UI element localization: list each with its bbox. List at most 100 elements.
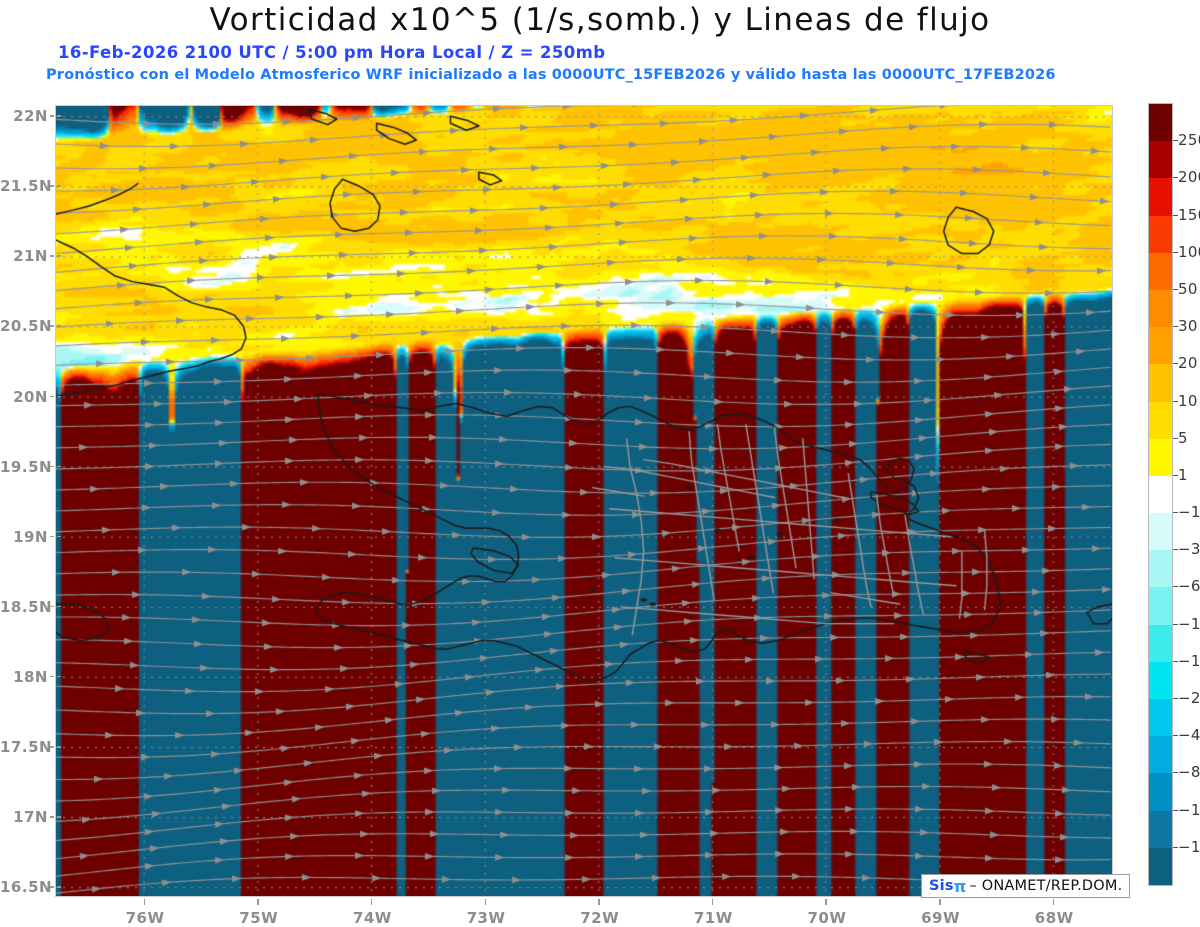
colorbar[interactable] xyxy=(1148,103,1173,886)
colorbar-tick-mark xyxy=(1173,177,1178,179)
page-title: Vorticidad x10^5 (1/s,somb.) y Lineas de… xyxy=(209,2,991,38)
longitude-tick-69W: 69W xyxy=(921,909,961,927)
colorbar-label-neg1: −1 xyxy=(1178,503,1200,522)
latitude-tick-19-5N: 19.5N xyxy=(0,457,53,476)
colorbar-tick-mark xyxy=(1173,140,1178,142)
colorbar-label-5: 5 xyxy=(1178,428,1188,447)
colorbar-cell-0 xyxy=(1149,104,1172,142)
colorbar-label-10: 10 xyxy=(1178,391,1198,410)
latitude-tick-mark xyxy=(50,395,54,398)
latitude-tick-mark xyxy=(50,816,54,818)
colorbar-cell-11 xyxy=(1149,513,1172,551)
latitude-tick-mark xyxy=(57,675,61,678)
latitude-tick-18-5N: 18.5N xyxy=(0,597,53,616)
colorbar-cell-17 xyxy=(1149,736,1172,774)
latitude-tick-mark xyxy=(57,886,61,888)
latitude-tick-18N: 18N xyxy=(13,667,48,686)
colorbar-cell-9 xyxy=(1149,438,1172,476)
longitude-tick-mark xyxy=(484,899,487,905)
colorbar-label-neg6: −6 xyxy=(1178,577,1200,596)
colorbar-cell-3 xyxy=(1149,215,1172,253)
colorbar-tick-mark xyxy=(1173,251,1178,253)
latitude-tick-16-5N: 16.5N xyxy=(0,878,53,897)
latitude-tick-mark xyxy=(50,465,54,468)
colorbar-label-200: 200 xyxy=(1178,168,1200,187)
latitude-tick-mark xyxy=(57,746,61,748)
longitude-tick-mark xyxy=(598,899,600,905)
colorbar-cell-20 xyxy=(1149,847,1172,885)
map-plot-area[interactable] xyxy=(55,105,1113,897)
colorbar-label-neg12: −12 xyxy=(1178,614,1200,633)
latitude-tick-mark xyxy=(57,465,61,468)
colorbar-label-50: 50 xyxy=(1178,279,1198,298)
brand-sis-text: Sis xyxy=(929,878,954,894)
colorbar-label-neg3: −3 xyxy=(1178,540,1200,559)
colorbar-cell-16 xyxy=(1149,699,1172,737)
colorbar-tick-mark xyxy=(1173,660,1178,662)
vorticity-streamline-canvas[interactable] xyxy=(55,105,1113,897)
colorbar-cell-10 xyxy=(1149,475,1172,514)
longitude-tick-mark xyxy=(370,899,373,905)
colorbar-tick-mark xyxy=(1173,846,1178,848)
colorbar-label-neg18: −18 xyxy=(1178,651,1200,670)
colorbar-cell-18 xyxy=(1149,773,1172,811)
latitude-tick-mark xyxy=(57,395,61,398)
latitude-tick-mark xyxy=(50,115,54,117)
longitude-tick-mark xyxy=(257,899,259,905)
colorbar-cell-14 xyxy=(1149,624,1172,662)
colorbar-tick-mark xyxy=(1173,809,1178,811)
colorbar-cell-7 xyxy=(1149,364,1172,402)
longitude-tick-mark xyxy=(825,899,827,905)
latitude-tick-17N: 17N xyxy=(13,808,48,827)
latitude-tick-mark xyxy=(50,675,54,678)
colorbar-label-neg120: −120 xyxy=(1178,800,1200,819)
colorbar-tick-mark xyxy=(1173,214,1178,216)
colorbar-cell-19 xyxy=(1149,810,1172,848)
colorbar-label-20: 20 xyxy=(1178,354,1198,373)
latitude-tick-mark xyxy=(50,535,54,538)
latitude-tick-22N: 22N xyxy=(13,107,48,126)
latitude-tick-17-5N: 17.5N xyxy=(0,738,53,756)
colorbar-tick-mark xyxy=(1173,326,1178,328)
colorbar-tick-mark xyxy=(1173,735,1178,737)
colorbar-label-neg80: −80 xyxy=(1178,763,1200,782)
latitude-tick-mark xyxy=(57,185,61,187)
longitude-tick-72W: 72W xyxy=(580,909,620,927)
colorbar-tick-mark xyxy=(1173,512,1178,514)
colorbar-label-100: 100 xyxy=(1178,242,1200,261)
colorbar-tick-mark xyxy=(1173,698,1178,700)
latitude-tick-mark xyxy=(57,115,61,117)
colorbar-cell-8 xyxy=(1149,401,1172,439)
colorbar-label-neg26: −26 xyxy=(1178,689,1200,708)
latitude-tick-mark xyxy=(50,325,54,327)
colorbar-tick-mark xyxy=(1173,623,1178,625)
forecast-valid-line: 16-Feb-2026 2100 UTC / 5:00 pm Hora Loca… xyxy=(58,43,606,62)
latitude-tick-21N: 21N xyxy=(13,247,48,266)
longitude-tick-mark xyxy=(711,899,714,905)
latitude-tick-mark xyxy=(57,535,61,538)
colorbar-cell-13 xyxy=(1149,587,1172,625)
longitude-tick-70W: 70W xyxy=(807,909,847,927)
longitude-tick-68W: 68W xyxy=(1034,909,1074,927)
colorbar-tick-mark xyxy=(1173,437,1178,439)
brand-pi-icon: π xyxy=(953,876,967,896)
colorbar-label-150: 150 xyxy=(1178,205,1200,224)
longitude-tick-71W: 71W xyxy=(693,909,733,927)
colorbar-label-neg42: −42 xyxy=(1178,726,1200,745)
latitude-tick-19N: 19N xyxy=(13,527,48,546)
latitude-tick-mark xyxy=(57,255,61,257)
attribution-badge: Sis π – ONAMET/REP.DOM. xyxy=(921,874,1131,898)
colorbar-tick-mark xyxy=(1173,363,1178,365)
latitude-tick-mark xyxy=(50,255,54,257)
longitude-tick-76W: 76W xyxy=(125,909,165,927)
longitude-tick-mark xyxy=(939,899,941,905)
colorbar-cell-12 xyxy=(1149,550,1172,588)
longitude-tick-mark xyxy=(143,899,146,905)
latitude-tick-mark xyxy=(57,816,61,818)
colorbar-tick-mark xyxy=(1173,474,1178,476)
model-info-line: Pronóstico con el Modelo Atmosferico WRF… xyxy=(46,67,1056,83)
colorbar-cell-15 xyxy=(1149,661,1172,699)
latitude-tick-20N: 20N xyxy=(13,387,48,406)
organization-text: – ONAMET/REP.DOM. xyxy=(969,878,1123,894)
colorbar-tick-mark xyxy=(1173,772,1178,774)
